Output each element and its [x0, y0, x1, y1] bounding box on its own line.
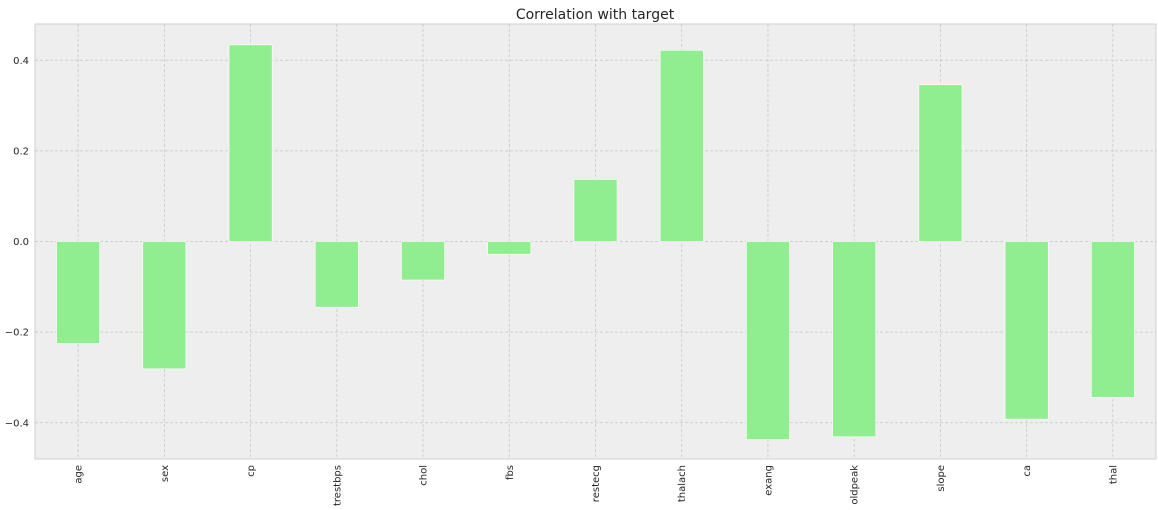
- bar-sex: [142, 241, 187, 370]
- bar-trestbps: [314, 241, 359, 308]
- x-tick-label: restecg: [591, 465, 602, 502]
- x-tick-label: slope: [936, 465, 947, 492]
- x-tick-label: trestbps: [332, 465, 343, 506]
- bar-slope: [918, 84, 963, 242]
- x-tick-label: exang: [763, 465, 774, 496]
- x-tick-label: oldpeak: [850, 465, 861, 505]
- chart-title: Correlation with target: [516, 7, 675, 23]
- x-tick-label: ca: [1022, 465, 1033, 477]
- x-tick-label: fbs: [505, 465, 516, 480]
- x-tick-label: chol: [419, 465, 430, 486]
- bar-exang: [746, 241, 790, 440]
- x-axis: age sex cp trestbps chol fbs restecg thalach exa…: [74, 465, 1120, 506]
- bar-cp: [228, 44, 273, 242]
- x-tick-label: age: [74, 465, 85, 484]
- x-tick-label: cp: [246, 465, 257, 477]
- x-tick-label: thal: [1108, 465, 1119, 484]
- y-axis: −0.4 −0.2 0.0 0.2 0.4: [5, 56, 29, 430]
- y-tick-label: −0.4: [5, 418, 29, 429]
- bar-thal: [1091, 241, 1135, 398]
- bar-ca: [1004, 241, 1049, 420]
- x-tick-label: sex: [160, 465, 171, 482]
- bar-oldpeak: [832, 241, 877, 438]
- bar-fbs: [487, 241, 532, 255]
- bar-age: [56, 241, 100, 344]
- y-tick-label: 0.4: [13, 56, 29, 67]
- bar-restecg: [573, 179, 618, 242]
- bar-thalach: [659, 49, 704, 242]
- bar-chol: [401, 241, 445, 281]
- x-tick-label: thalach: [677, 465, 688, 502]
- y-tick-label: 0.2: [13, 146, 29, 157]
- y-tick-label: −0.2: [5, 328, 29, 339]
- bars: [56, 44, 1135, 440]
- y-tick-label: 0.0: [13, 237, 29, 248]
